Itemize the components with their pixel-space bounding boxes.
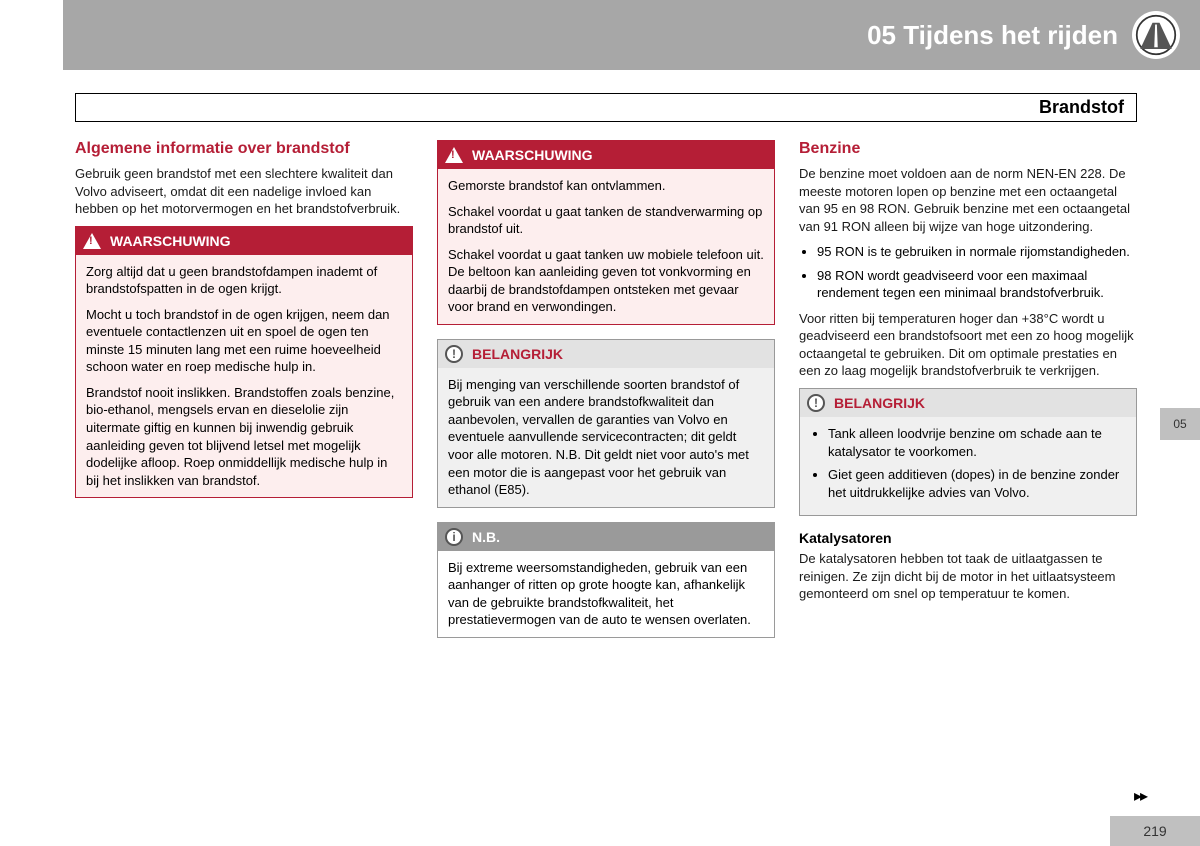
warning-label: WAARSCHUWING — [472, 147, 593, 163]
road-icon — [1132, 11, 1180, 59]
list-item: 98 RON wordt geadviseerd voor een maxima… — [817, 267, 1137, 302]
column-3: Benzine De benzine moet voldoen aan de n… — [799, 140, 1137, 652]
heading-katalysatoren: Katalysatoren — [799, 530, 1137, 546]
nb-label: N.B. — [472, 529, 500, 545]
info-icon: i — [444, 527, 464, 547]
warning-p1: Zorg altijd dat u geen brandstofdampen i… — [86, 263, 402, 298]
important-header: ! BELANGRIJK — [438, 340, 774, 368]
section-title: Brandstof — [1039, 97, 1124, 117]
warning-icon — [82, 231, 102, 251]
continue-icon: ▸▸ — [1134, 786, 1146, 806]
content-columns: Algemene informatie over brandstof Gebru… — [75, 140, 1137, 652]
important-label: BELANGRIJK — [472, 346, 563, 362]
warning-p3: Brandstof nooit inslikken. Brandstoffen … — [86, 384, 402, 489]
heading-benzine: Benzine — [799, 140, 1137, 158]
warning-p1: Gemorste brandstof kan ontvlammen. — [448, 177, 764, 195]
section-title-box: Brandstof — [75, 93, 1137, 122]
warning-body: Gemorste brandstof kan ontvlammen. Schak… — [438, 169, 774, 324]
manual-page: 05 Tijdens het rijden Brandstof Algemene… — [0, 0, 1200, 846]
benzine-p1: De benzine moet voldoen aan de norm NEN-… — [799, 165, 1137, 235]
heading-general-fuel: Algemene informatie over brandstof — [75, 140, 413, 158]
nb-body: Bij extreme weersomstandigheden, gebruik… — [438, 551, 774, 637]
page-number: 219 — [1110, 816, 1200, 846]
important-body: Tank alleen loodvrije benzine om schade … — [800, 417, 1136, 515]
ron-list: 95 RON is te gebruiken in normale rijoms… — [799, 243, 1137, 302]
list-item: Tank alleen loodvrije benzine om schade … — [828, 425, 1126, 460]
benzine-p2: Voor ritten bij temperaturen hoger dan +… — [799, 310, 1137, 380]
list-item: Giet geen additieven (dopes) in de benzi… — [828, 466, 1126, 501]
important-header: ! BELANGRIJK — [800, 389, 1136, 417]
important-icon: ! — [444, 344, 464, 364]
warning-header: WAARSCHUWING — [438, 141, 774, 169]
column-2: WAARSCHUWING Gemorste brandstof kan ontv… — [437, 140, 775, 652]
intro-text: Gebruik geen brandstof met een slechtere… — [75, 165, 413, 218]
chapter-header: 05 Tijdens het rijden — [63, 0, 1200, 70]
chapter-number: 05 Tijdens het rijden — [867, 20, 1118, 51]
nb-box: i N.B. Bij extreme weersomstandigheden, … — [437, 522, 775, 638]
warning-p2: Schakel voordat u gaat tanken de standve… — [448, 203, 764, 238]
side-tab: 05 — [1160, 408, 1200, 440]
nb-p1: Bij extreme weersomstandigheden, gebruik… — [448, 559, 764, 629]
warning-p3: Schakel voordat u gaat tanken uw mobiele… — [448, 246, 764, 316]
warning-body: Zorg altijd dat u geen brandstofdampen i… — [76, 255, 412, 498]
warning-icon — [444, 145, 464, 165]
warning-header: WAARSCHUWING — [76, 227, 412, 255]
column-1: Algemene informatie over brandstof Gebru… — [75, 140, 413, 652]
warning-label: WAARSCHUWING — [110, 233, 231, 249]
warning-box-2: WAARSCHUWING Gemorste brandstof kan ontv… — [437, 140, 775, 325]
important-box-1: ! BELANGRIJK Bij menging van verschillen… — [437, 339, 775, 508]
important-icon: ! — [806, 393, 826, 413]
important-box-2: ! BELANGRIJK Tank alleen loodvrije benzi… — [799, 388, 1137, 516]
warning-box-1: WAARSCHUWING Zorg altijd dat u geen bran… — [75, 226, 413, 499]
kat-p1: De katalysatoren hebben tot taak de uitl… — [799, 550, 1137, 603]
warning-p2: Mocht u toch brandstof in de ogen krijge… — [86, 306, 402, 376]
important-label: BELANGRIJK — [834, 395, 925, 411]
important-p1: Bij menging van verschillende soorten br… — [448, 376, 764, 499]
nb-header: i N.B. — [438, 523, 774, 551]
important-body: Bij menging van verschillende soorten br… — [438, 368, 774, 507]
list-item: 95 RON is te gebruiken in normale rijoms… — [817, 243, 1137, 261]
